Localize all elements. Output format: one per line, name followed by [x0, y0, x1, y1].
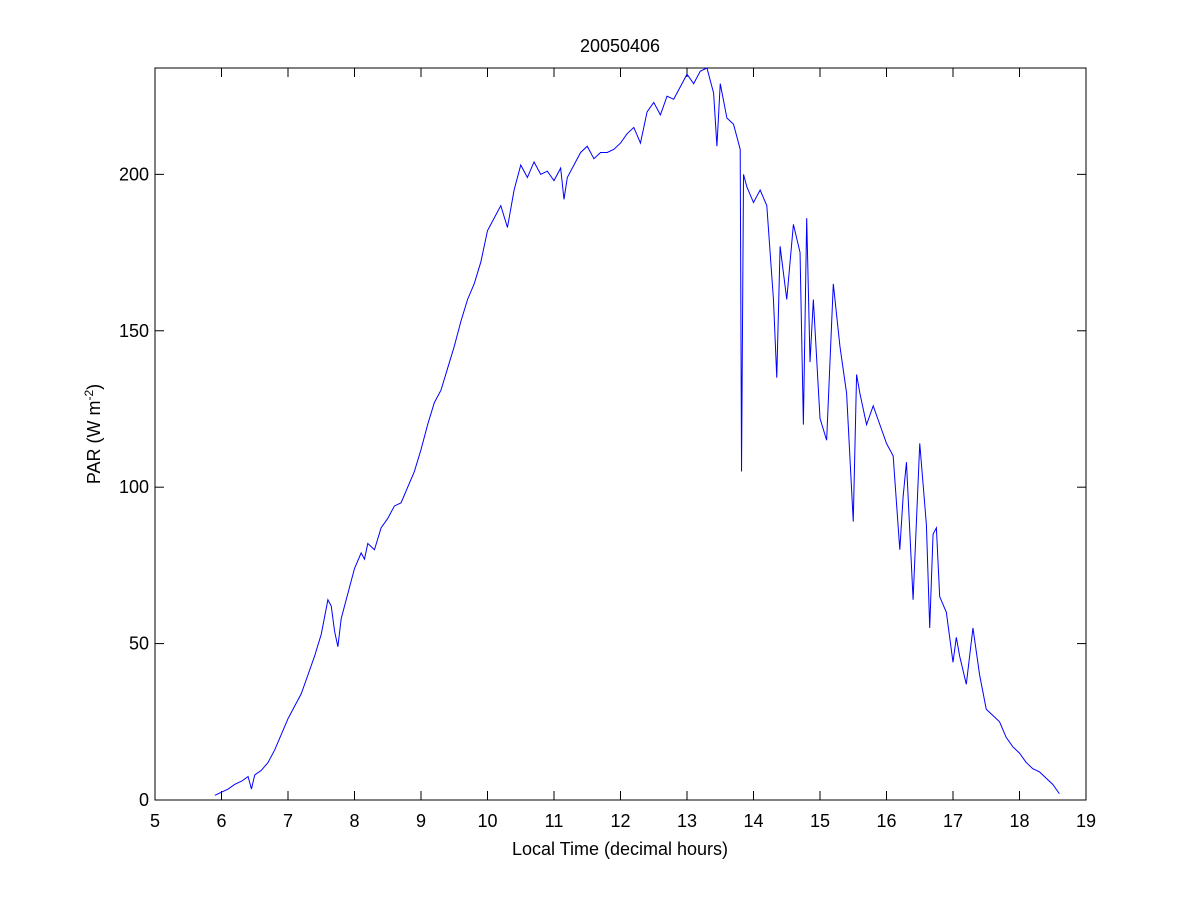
x-tick-label: 12: [610, 811, 630, 831]
y-label-sup: -2: [82, 390, 96, 401]
y-tick-label: 100: [119, 477, 149, 497]
x-tick-label: 16: [876, 811, 896, 831]
y-axis-label: PAR (W m-2): [82, 384, 104, 484]
y-tick-label: 200: [119, 164, 149, 184]
x-tick-label: 17: [943, 811, 963, 831]
x-tick-label: 11: [545, 811, 564, 831]
x-tick-label: 15: [810, 811, 830, 831]
y-tick-label: 150: [119, 321, 149, 341]
x-tick-label: 10: [477, 811, 497, 831]
x-axis-label: Local Time (decimal hours): [512, 839, 728, 859]
x-tick-label: 19: [1076, 811, 1096, 831]
x-tick-label: 13: [677, 811, 697, 831]
x-tick-label: 18: [1009, 811, 1029, 831]
y-tick-label: 0: [139, 790, 149, 810]
y-label-suffix: ): [84, 384, 104, 390]
y-label-text: PAR (W m: [84, 401, 104, 485]
x-tick-label: 6: [216, 811, 226, 831]
chart-title: 20050406: [580, 36, 660, 56]
y-tick-label: 50: [129, 634, 149, 654]
x-tick-label: 14: [743, 811, 763, 831]
x-tick-label: 5: [150, 811, 160, 831]
x-tick-label: 8: [349, 811, 359, 831]
data-line: [214, 67, 1060, 796]
x-tick-label: 7: [283, 811, 293, 831]
x-tick-label: 9: [416, 811, 426, 831]
